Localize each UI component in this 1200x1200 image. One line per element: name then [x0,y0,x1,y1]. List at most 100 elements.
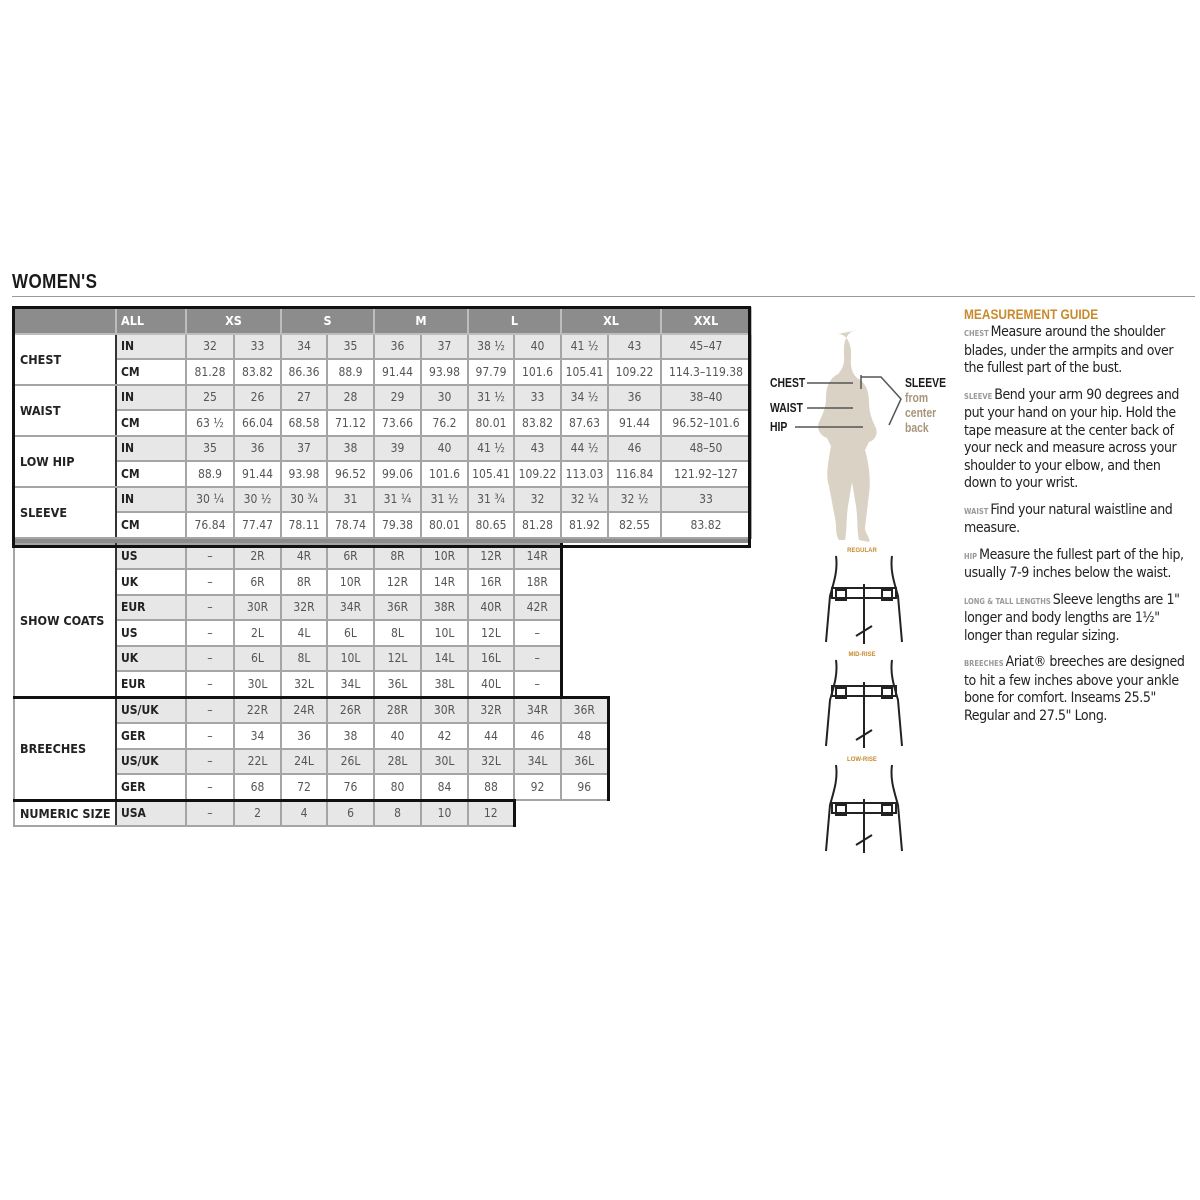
size-cell: 93.98 [420,358,469,386]
size-cell: 99.06 [373,460,422,488]
size-cell: 92 [513,773,562,801]
empty-cell [608,543,661,569]
size-cell: 14R [513,542,563,570]
size-cell: 80.65 [467,511,515,539]
size-cell: 32L [467,747,515,775]
size-cell: 34 ½ [560,383,609,411]
table-row: UK –6R 8R 10R 12R 14R 16R 18R [14,568,751,596]
empty-cell [608,645,661,671]
size-cell: 41 ½ [467,434,515,462]
size-cell: – [185,644,235,672]
size-cell: 101.6 [513,358,562,386]
empty-cell [561,800,608,826]
size-cell: 34L [513,747,562,775]
guide-item: BREECHES Ariat® breeches are designed to … [964,654,1196,725]
unit-label: USA [115,798,187,827]
group-label: LOW HIP [13,434,117,488]
size-cell: 39 [373,434,422,462]
size-cell: 36R [560,695,610,724]
table-row: EUR –30L 32L 34L 36L 38L 40L – [14,670,751,698]
size-cell: 38L [420,670,469,698]
size-cell: 93.98 [280,460,328,488]
size-cell: 80.01 [420,511,469,539]
empty-cell [608,723,661,749]
size-chart-table: ALL XS S M L XL XXL CHEST IN 32 33 34 35 36 37 38 ½ 40 41… [13,307,752,827]
guide-text: Bend your arm 90 degrees and put your ha… [964,386,1180,492]
size-cell: 88.9 [185,460,235,488]
size-cell: 32 ¼ [560,485,609,513]
table-row: NUMERIC SIZE USA –2 4 6 8 10 12 [13,798,751,827]
size-cell: 4R [280,542,328,570]
guide-key: LONG & TALL LENGTHS [964,596,1051,606]
table-row: WAIST IN 25 26 27 28 29 30 31 ½ 33 34 ½ 36 38–40 [13,383,752,437]
guide-text: Measure the fullest part of the hip, usu… [964,546,1184,582]
size-cell: 31 ½ [420,485,469,513]
size-cell: – [185,773,235,801]
size-cell: 28R [373,695,422,724]
empty-cell [661,620,751,646]
size-cell: 83.82 [660,511,752,539]
size-cell: 30R [233,593,282,621]
guide-key: WAIST [964,506,989,516]
size-cell: 24R [280,695,328,724]
size-cell: 38–40 [660,383,752,411]
size-cell: 116.84 [607,460,662,488]
size-cell: 37 [420,332,469,360]
size-cell: 18R [513,568,563,596]
page-title: WOMEN'S [12,271,98,293]
size-cell: 44 ½ [560,434,609,462]
empty-cell [514,800,561,826]
size-cell: 31 ¾ [467,485,515,513]
size-cell: 6R [233,568,282,596]
size-cell: 81.92 [560,511,609,539]
empty-cell [661,671,751,697]
size-cell: 87.63 [560,409,609,437]
size-cell: 31 ¼ [373,485,422,513]
table-row: US –2L 4L 6L 8L 10L 12L – [14,619,751,647]
size-cell: 8 [373,798,422,827]
table-row: SLEEVE IN 30 ¼ 30 ½ 30 ¾ 31 31 ¼ 31 ½ 31 ¾ 32 32 ¼… [13,485,752,539]
unit-label: CM [115,358,187,386]
size-cell: 6 [326,798,375,827]
size-cell: 83.82 [233,358,282,386]
size-cell: 96 [560,773,610,801]
size-cell: 28 [326,383,375,411]
size-cell: 45–47 [660,332,752,360]
empty-cell [661,723,751,749]
size-cell: 43 [607,332,662,360]
size-cell: 29 [373,383,422,411]
header-row: ALL XS S M L XL XXL [13,307,752,335]
unit-label: US/UK [115,695,187,724]
size-cell: 2R [233,542,282,570]
header-xs: XS [185,307,282,335]
size-cell: 76.2 [420,409,469,437]
size-cell: 8R [373,542,422,570]
unit-label: EUR [115,593,187,621]
size-cell: 33 [233,332,282,360]
empty-cell [661,594,751,620]
unit-label: US [115,542,187,570]
empty-cell [561,671,608,697]
guide-key: SLEEVE [964,391,993,401]
unit-label: CM [115,511,187,539]
size-cell: – [513,670,563,698]
guide-text: Ariat® breeches are designed to hit a fe… [964,654,1185,724]
size-cell: 36 [607,383,662,411]
group-label: BREECHES [13,695,117,801]
size-cell: 42R [513,593,563,621]
size-cell: 46 [607,434,662,462]
size-cell: 63 ½ [185,409,235,437]
pants-rise-illustration: LOW-RISE [822,757,912,861]
size-cell: 77.47 [233,511,282,539]
empty-cell [661,697,751,723]
size-cell: 71.12 [326,409,375,437]
size-cell: – [185,747,235,775]
size-cell: 30R [420,695,469,724]
size-cell: 40R [467,593,515,621]
unit-label: GER [115,722,187,750]
size-cell: 12R [467,542,515,570]
size-cell: 121.92–127 [660,460,752,488]
sleeve-label: SLEEVE [905,375,947,390]
size-cell: 109.22 [513,460,562,488]
size-cell: 79.38 [373,511,422,539]
